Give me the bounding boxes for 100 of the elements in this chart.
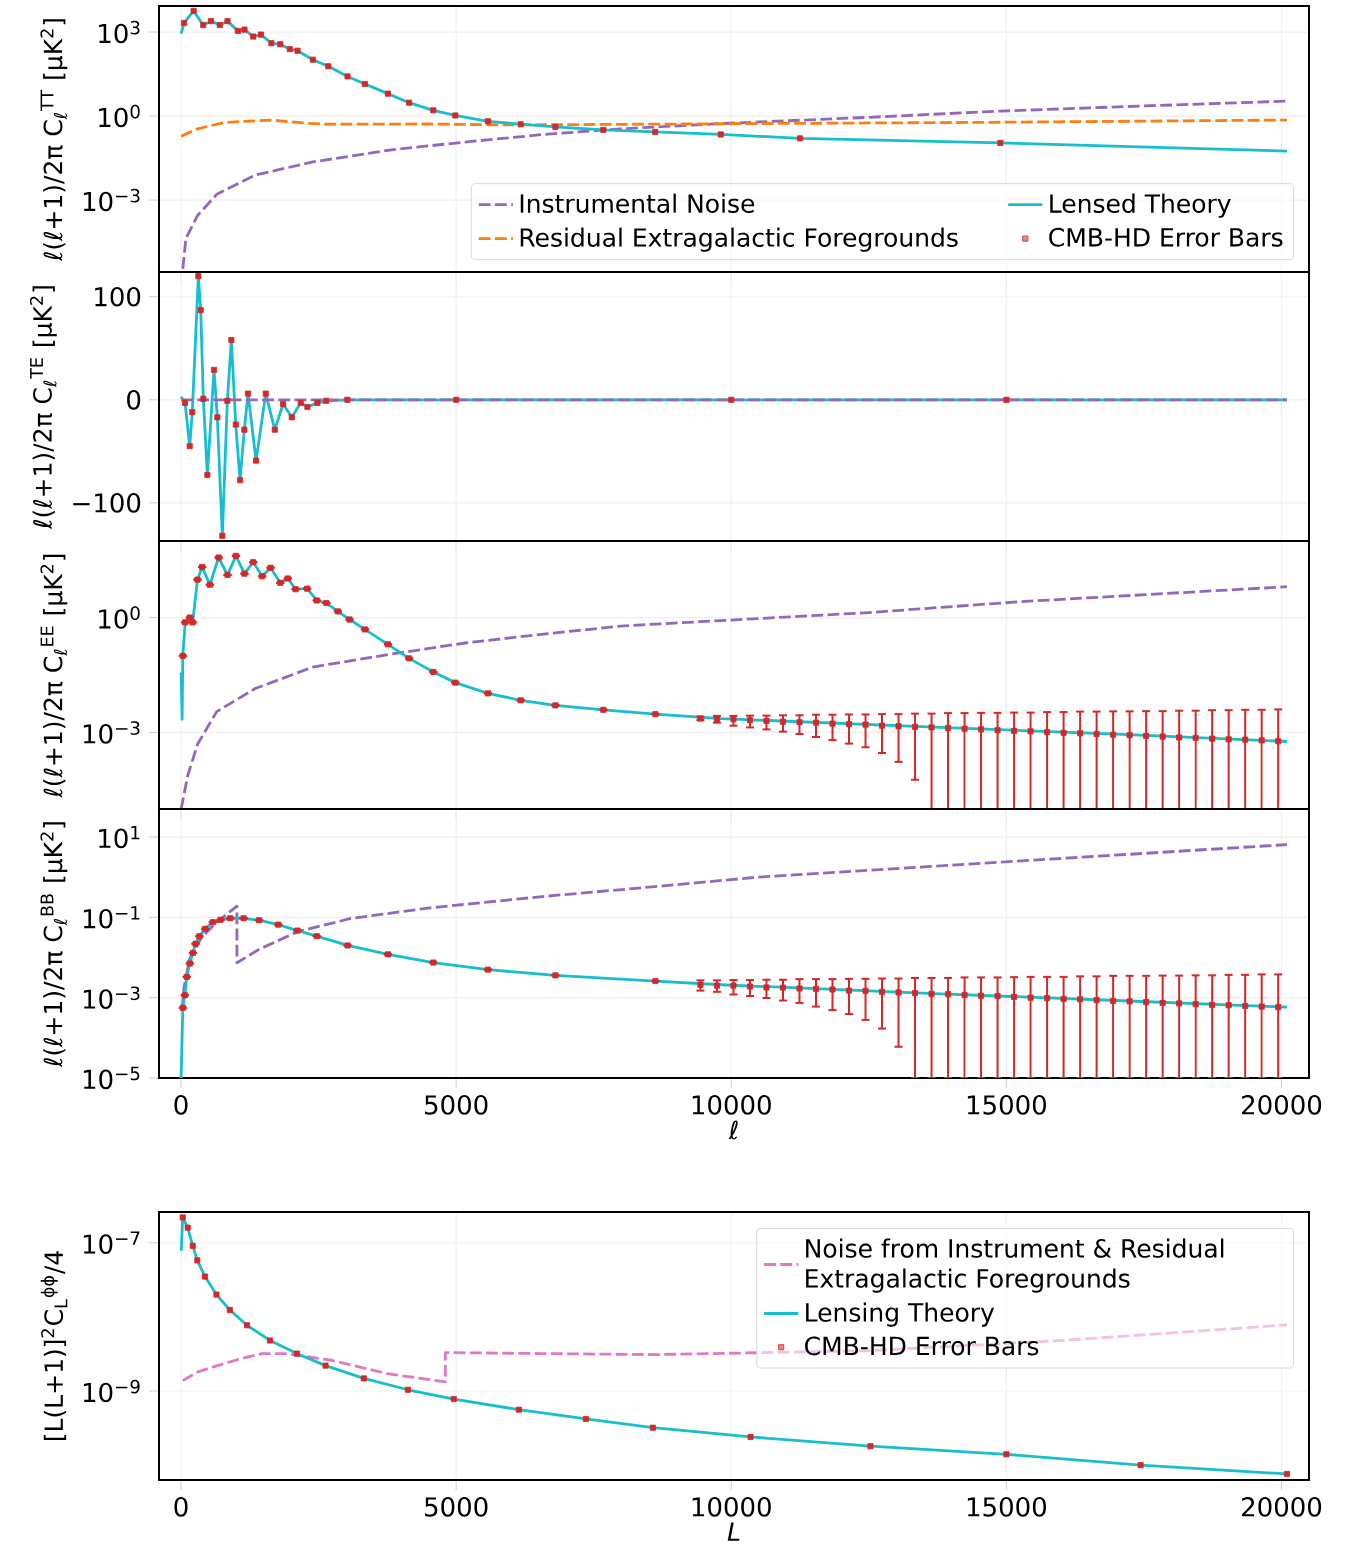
legend-label: Lensed Theory (1050, 193, 1231, 218)
point (228, 337, 235, 344)
point (197, 307, 204, 314)
point (1060, 995, 1067, 1002)
point (1283, 1470, 1290, 1477)
point (717, 131, 724, 138)
point (204, 472, 211, 479)
y-tick-label: −100 (73, 493, 141, 513)
x-tick-label: 15000 (967, 1497, 1046, 1517)
point (1044, 995, 1051, 1002)
point (304, 404, 311, 411)
point (200, 22, 207, 29)
x-tick-label: 0 (174, 1095, 188, 1115)
point (1137, 1462, 1144, 1469)
point (763, 984, 770, 991)
y-tick-label: 10$^{−5}$ (83, 1066, 140, 1090)
point (1126, 998, 1133, 1005)
point (253, 457, 260, 464)
y-axis-title: ℓ(ℓ+1)/2π C$_{ℓ}$$^{TE}$ [μK$^{2}$] (29, 286, 57, 530)
point (297, 399, 304, 406)
y-tick-label: 10$^{−3}$ (83, 721, 140, 744)
point (344, 396, 351, 403)
point (997, 139, 1004, 146)
point (879, 988, 886, 995)
y-tick-label: 10$^{0}$ (99, 606, 140, 629)
point (195, 273, 202, 280)
point (1110, 997, 1117, 1004)
line-series (179, 585, 1289, 809)
y-tick-label: 10$^{−3}$ (83, 986, 140, 1009)
point (293, 1350, 300, 1357)
point (181, 20, 188, 26)
legend-label: Lensing Theory (806, 1302, 995, 1327)
point (244, 1322, 251, 1329)
point (812, 985, 819, 992)
point (846, 987, 852, 994)
y-tick-label: 10$^{−3}$ (83, 188, 140, 212)
x-tick-label: 10000 (692, 1095, 771, 1115)
point (294, 47, 301, 54)
point (190, 7, 197, 14)
point (360, 1375, 367, 1382)
legend-label: CMB-HD Error Bars (805, 1336, 1039, 1356)
point (1209, 1001, 1216, 1008)
legend-label: CMB-HD Error Bars (1049, 227, 1283, 247)
point (1242, 1003, 1249, 1010)
y-tick-label: 10$^{1}$ (99, 825, 140, 849)
point (1003, 1451, 1010, 1458)
point (200, 395, 207, 402)
point (728, 396, 735, 403)
line-series (179, 916, 1289, 1078)
point (453, 396, 460, 403)
point (452, 112, 459, 119)
point (207, 18, 214, 25)
point (245, 390, 252, 397)
x-tick-label: 20000 (1242, 1497, 1322, 1517)
point (241, 26, 248, 33)
y-tick-label: 10$^{−1}$ (83, 906, 140, 929)
point (271, 426, 278, 433)
y-tick-label: 10$^{3}$ (99, 20, 140, 44)
point (323, 397, 330, 404)
point (322, 1362, 329, 1369)
point (232, 421, 239, 428)
x-tick-label: 15000 (967, 1095, 1046, 1115)
point (361, 80, 368, 87)
y-tick-label: 10$^{−9}$ (83, 1379, 140, 1403)
point (1176, 1000, 1183, 1007)
point (309, 56, 316, 63)
point (552, 123, 559, 130)
point (600, 126, 607, 133)
point (912, 990, 919, 997)
point (1027, 994, 1034, 1001)
point (994, 993, 1001, 1000)
x-tick-label: 5000 (425, 1497, 488, 1517)
point (747, 1433, 754, 1440)
point (406, 99, 413, 106)
point (216, 22, 223, 29)
x-tick-label: 5000 (425, 1095, 488, 1115)
point (1225, 1002, 1232, 1009)
point (286, 46, 293, 53)
point (450, 1396, 457, 1403)
point (189, 1242, 196, 1249)
point (384, 90, 391, 97)
y-axis-title: ℓ(ℓ+1)/2π C$_{ℓ}$$^{TT}$ [μK$^{2}$] (40, 19, 68, 262)
point (867, 1443, 874, 1450)
point (234, 27, 241, 34)
point (201, 1273, 208, 1280)
point (895, 989, 902, 996)
point (241, 426, 248, 433)
x-tick-label: 10000 (692, 1497, 771, 1517)
point (214, 414, 221, 421)
x-axis-title: L (727, 1522, 740, 1541)
point (288, 414, 295, 421)
point (267, 1337, 274, 1344)
y-axis-title: [L(L+1)]$^{2}$C$_{L}$$^{ϕϕ}$/4 (40, 1251, 68, 1441)
point (1077, 996, 1084, 1003)
point (517, 121, 524, 128)
point (226, 1306, 233, 1313)
y-tick-label: 10$^{−7}$ (83, 1231, 140, 1254)
point (652, 128, 659, 135)
y-tick-label: 10$^{0}$ (99, 104, 140, 128)
point (1192, 1001, 1199, 1008)
